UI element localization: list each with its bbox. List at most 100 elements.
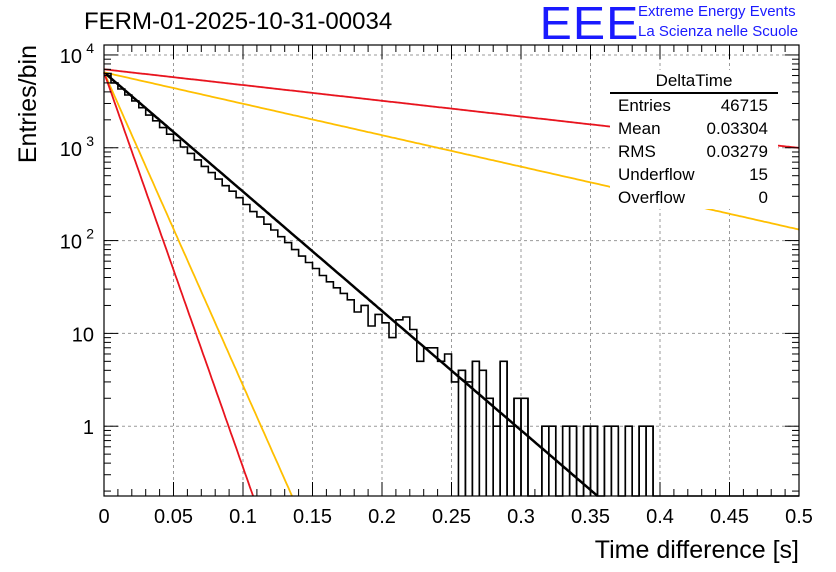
stats-value: 0.03304: [706, 119, 768, 138]
histogram-bin: [542, 426, 549, 496]
histogram-bin: [375, 314, 382, 496]
stats-row-entries: Entries 46715: [610, 94, 778, 117]
x-tick-label: 0.35: [571, 506, 610, 528]
red-steep-curve: [103, 72, 254, 497]
histogram-bin: [625, 426, 632, 496]
histogram-bin: [160, 128, 167, 496]
histogram-bin: [306, 263, 313, 496]
stats-value: 15: [749, 165, 768, 184]
x-tick-label: 0.5: [785, 506, 813, 528]
y-tick-label-exponent: 2: [86, 226, 94, 242]
histogram-bin: [410, 330, 417, 496]
histogram-bin: [445, 354, 452, 496]
histogram-bin: [153, 121, 160, 496]
histogram-bin: [125, 95, 132, 496]
histogram-bin: [452, 382, 459, 496]
x-tick-label: 0.3: [507, 506, 535, 528]
histogram-bin: [285, 243, 292, 496]
stats-row-rms: RMS 0.03279: [610, 140, 778, 163]
x-tick-label: 0.2: [368, 506, 396, 528]
x-axis-label: Time difference [s]: [595, 536, 799, 564]
histogram-bin: [368, 326, 375, 496]
x-tick-label: 0.45: [710, 506, 749, 528]
x-tick-label: 0.05: [154, 506, 193, 528]
histogram-bin: [167, 134, 174, 496]
histogram-bin: [604, 426, 611, 496]
histogram-bin: [264, 224, 271, 496]
stats-label: RMS: [618, 142, 656, 161]
stats-value: 46715: [720, 96, 768, 115]
y-tick-label: 1: [83, 417, 94, 439]
histogram-bin: [174, 140, 181, 496]
histogram-bin: [326, 282, 333, 496]
histogram-bin: [465, 382, 472, 496]
histogram-bin: [319, 276, 326, 496]
histogram-bin: [250, 212, 257, 496]
histogram-bin: [570, 426, 577, 496]
stats-box: DeltaTime Entries 46715 Mean 0.03304 RMS 0.…: [610, 70, 778, 209]
orange-steep-curve: [103, 71, 293, 497]
x-tick-label: 0.4: [646, 506, 674, 528]
histogram-bin: [611, 426, 618, 496]
histogram-bin: [458, 370, 465, 496]
x-tick-label: 0.15: [293, 506, 332, 528]
logo-line-1: Extreme Energy Events: [638, 3, 796, 20]
histogram-bin: [591, 426, 598, 496]
y-tick-label-exponent: 4: [86, 40, 94, 56]
histogram-bin: [104, 74, 111, 496]
exponential-fit-curve: [103, 71, 599, 497]
histogram-bin: [479, 370, 486, 496]
histogram-bin: [111, 83, 118, 496]
plot-title: FERM-01-2025-10-31-00034: [84, 8, 393, 35]
histogram-bin: [347, 300, 354, 496]
histogram-bin: [354, 312, 361, 496]
y-tick-label: 10: [72, 324, 94, 346]
histogram-bin: [278, 237, 285, 496]
histogram-bin: [493, 426, 500, 496]
y-axis-label: Entries/bin: [14, 45, 42, 163]
stats-row-overflow: Overflow 0: [610, 186, 778, 209]
y-tick-label: 10: [60, 139, 82, 161]
histogram-bin: [507, 426, 514, 496]
axis-labels: 0 0.05 0.1 0.15 0.2 0.25 0.3 0.35 0.4 0.45 0.5 1 10 1…: [14, 40, 813, 564]
stats-row-underflow: Underflow 15: [610, 163, 778, 186]
stats-value: 0: [758, 188, 768, 207]
histogram-bin: [361, 305, 368, 496]
histogram-bin: [563, 426, 570, 496]
stats-value: 0.03279: [706, 142, 768, 161]
histogram-bin: [299, 256, 306, 496]
stats-box-title: DeltaTime: [610, 70, 778, 94]
histogram-bin: [382, 323, 389, 496]
x-tick-label: 0: [98, 506, 109, 528]
histogram-bin: [389, 338, 396, 496]
histogram-bin: [431, 348, 438, 496]
histogram-bin: [257, 217, 264, 496]
stats-row-mean: Mean 0.03304: [610, 117, 778, 140]
histogram-bin: [333, 288, 340, 496]
histogram-bin: [646, 426, 653, 496]
histogram-bin: [243, 204, 250, 496]
stats-label: Underflow: [618, 165, 695, 184]
histogram-bin: [396, 320, 403, 496]
histogram-bin: [229, 191, 236, 496]
histogram-bin: [403, 317, 410, 496]
histogram-bin: [180, 147, 187, 496]
histogram-bin: [486, 398, 493, 496]
histogram-bin: [549, 426, 556, 496]
stats-label: Entries: [618, 96, 671, 115]
stats-label: Mean: [618, 119, 661, 138]
logo-subtitle: Extreme Energy Events La Scienza nelle S…: [638, 2, 798, 42]
logo-line-2: La Scienza nelle Scuole: [638, 23, 799, 40]
histogram-bin: [424, 348, 431, 496]
x-tick-label: 0.1: [229, 506, 257, 528]
histogram-bin: [208, 173, 215, 496]
histogram-bin: [521, 398, 528, 496]
histogram-bin: [194, 160, 201, 496]
histogram-bin: [340, 293, 347, 496]
histogram-bin: [639, 426, 646, 496]
histogram-bin: [417, 361, 424, 496]
histogram-bin: [514, 398, 521, 496]
eee-logo: EEE: [539, 0, 640, 49]
y-tick-label-exponent: 3: [86, 133, 94, 149]
histogram-bin: [118, 89, 125, 496]
